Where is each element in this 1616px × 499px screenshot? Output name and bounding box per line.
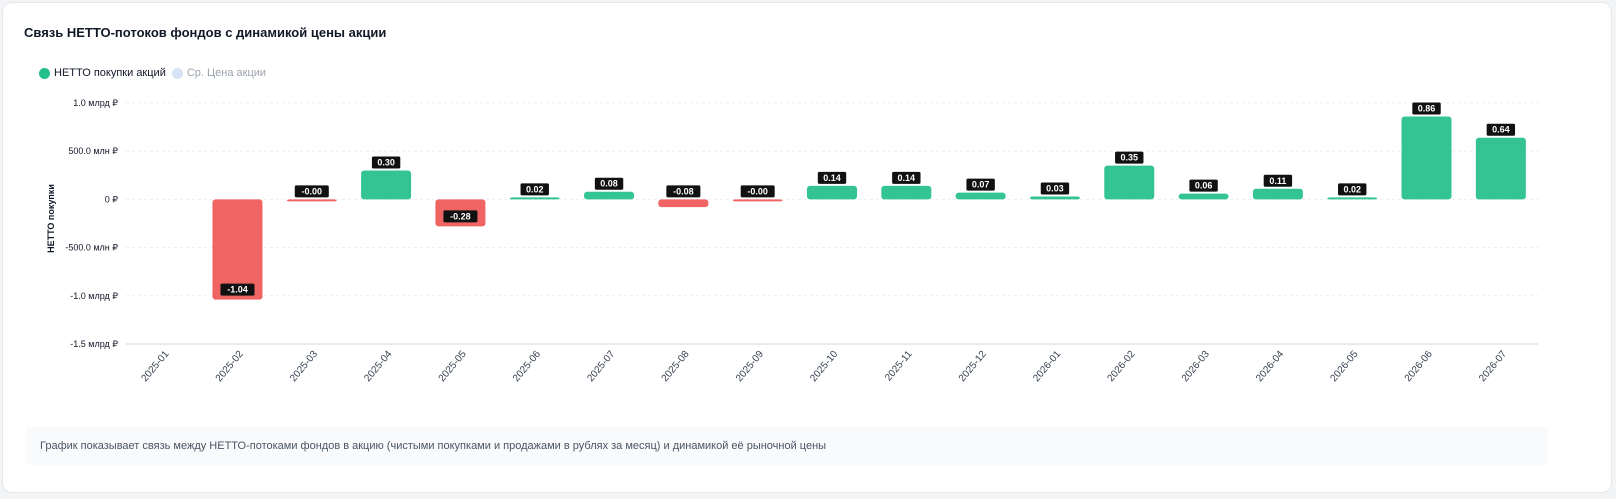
- bar: [361, 170, 412, 200]
- bar: [1475, 137, 1526, 200]
- data-label: 0.86: [1418, 103, 1436, 113]
- x-tick-label: 2025-03: [288, 349, 320, 385]
- x-tick-label: 2026-06: [1403, 349, 1435, 385]
- bar: [1029, 196, 1080, 200]
- y-axis-label: НЕТТО покупки: [46, 184, 56, 253]
- x-tick-label: 2025-08: [660, 349, 692, 385]
- legend-item-net-purchases[interactable]: НЕТТО покупки акций: [39, 67, 166, 79]
- data-label-bg: [220, 283, 255, 296]
- x-tick-label: 2025-10: [808, 349, 840, 385]
- bar: [286, 199, 337, 202]
- data-label-bg: [892, 171, 921, 184]
- data-label: -1.04: [227, 285, 248, 295]
- chart-title: Связь НЕТТО-потоков фондов с динамикой ц…: [24, 25, 387, 40]
- legend-label-avg-price: Ср. Цена акции: [186, 67, 267, 79]
- legend-swatch-net-purchases: [39, 67, 50, 79]
- legend-label-net-purchases: НЕТТО покупки акций: [54, 67, 166, 79]
- data-label-bg: [294, 185, 329, 198]
- y-tick-label: -500.0 млн ₽: [65, 243, 118, 253]
- x-tick-label: 2025-01: [139, 349, 171, 385]
- data-label: 0.35: [1120, 153, 1138, 163]
- x-tick-label: 2025-04: [362, 349, 394, 385]
- data-label: 0.30: [377, 157, 395, 167]
- data-label-bg: [1412, 102, 1441, 115]
- y-tick-label: 500.0 млн ₽: [68, 146, 118, 156]
- bar: [584, 191, 635, 200]
- x-tick-label: 2025-11: [883, 349, 915, 384]
- x-tick-label: 2026-05: [1328, 349, 1360, 385]
- x-tick-label: 2026-01: [1031, 349, 1063, 385]
- bar: [955, 192, 1006, 200]
- legend-item-avg-price[interactable]: Ср. Цена акции: [171, 67, 267, 79]
- bar: [732, 199, 783, 202]
- x-tick-label: 2026-02: [1106, 349, 1138, 385]
- data-label: -0.00: [302, 186, 323, 196]
- bar: [658, 199, 709, 208]
- data-label: 0.02: [526, 184, 544, 194]
- y-tick-label: -1.0 млрд ₽: [70, 291, 118, 301]
- data-label-bg: [1115, 151, 1144, 164]
- x-tick-label: 2026-04: [1254, 349, 1286, 385]
- data-label-bg: [666, 185, 701, 198]
- y-tick-label: -1.5 млрд ₽: [70, 339, 118, 349]
- bar-chart: 1.0 млрд ₽ 500.0 млн ₽ 0 ₽ -500.0 млн ₽ -1.0…: [46, 98, 1538, 385]
- x-tick-label: 2025-09: [734, 349, 766, 385]
- bar: [1327, 197, 1378, 200]
- data-label-bg: [1189, 179, 1218, 192]
- data-label: 0.14: [823, 173, 841, 183]
- bar: [1178, 193, 1229, 200]
- x-tick-label: 2026-07: [1477, 349, 1509, 385]
- data-label-bg: [817, 171, 847, 184]
- data-label: 0.03: [1046, 184, 1064, 194]
- legend-swatch-avg-price: [171, 67, 183, 79]
- x-tick-label: 2025-05: [437, 349, 469, 385]
- data-label: 0.08: [600, 179, 618, 189]
- bar: [212, 199, 263, 300]
- legend: НЕТТО покупки акций Ср. Цена акции: [39, 67, 272, 79]
- x-tick-label: 2025-02: [214, 349, 246, 385]
- data-label-bg: [520, 183, 549, 196]
- data-label-bg: [966, 178, 995, 191]
- data-label: -0.00: [747, 186, 768, 196]
- y-tick-label: 0 ₽: [105, 194, 119, 204]
- bar: [1104, 165, 1155, 200]
- x-tick-label: 2025-07: [585, 349, 617, 385]
- data-label: 0.64: [1492, 125, 1510, 135]
- data-label: 0.11: [1269, 176, 1286, 186]
- bar: [881, 185, 932, 200]
- bar: [509, 197, 560, 200]
- data-label-bg: [1338, 183, 1367, 196]
- data-label: -0.28: [450, 211, 471, 221]
- x-tick-label: 2025-12: [957, 349, 989, 385]
- x-tick-label: 2025-06: [511, 349, 543, 385]
- y-tick-label: 1.0 млрд ₽: [73, 98, 118, 108]
- data-label: 0.06: [1195, 181, 1213, 191]
- chart-note: График показывает связь между НЕТТО-пото…: [26, 427, 1548, 465]
- data-label: -0.08: [673, 186, 694, 196]
- bar: [807, 185, 857, 200]
- data-label-bg: [443, 210, 478, 223]
- bar: [1401, 116, 1452, 200]
- data-label-bg: [594, 177, 624, 190]
- data-label: 0.07: [972, 180, 990, 190]
- data-label: 0.02: [1343, 184, 1361, 194]
- bar: [1252, 188, 1303, 200]
- data-label: 0.14: [898, 173, 916, 183]
- data-label-bg: [371, 156, 401, 169]
- data-label-bg: [1263, 174, 1293, 187]
- data-label-bg: [1486, 123, 1516, 136]
- data-label-bg: [1040, 182, 1070, 195]
- x-tick-label: 2026-03: [1180, 349, 1212, 385]
- data-label-bg: [740, 185, 775, 198]
